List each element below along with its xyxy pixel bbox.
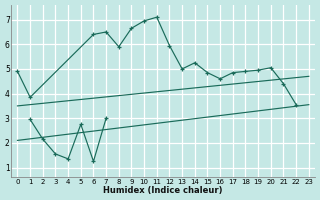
- X-axis label: Humidex (Indice chaleur): Humidex (Indice chaleur): [103, 186, 223, 195]
